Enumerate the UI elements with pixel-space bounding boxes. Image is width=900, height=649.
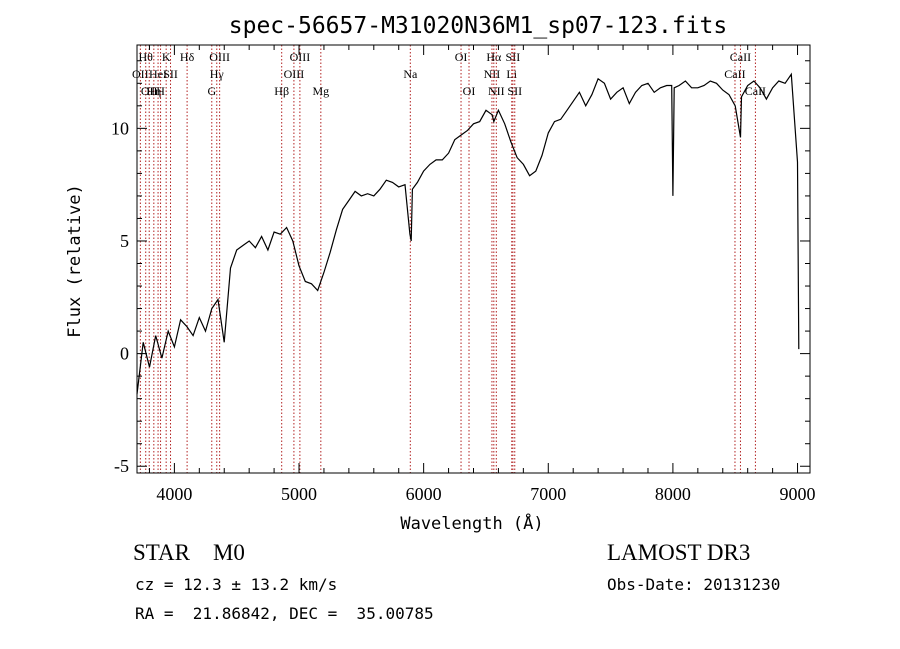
x-tick-label-1: 5000 [281, 484, 317, 504]
marker-label-21: NII [488, 84, 505, 98]
marker-label-17: OI [455, 50, 468, 64]
marker-label-15: Mg [312, 84, 329, 98]
spectrum-series-0 [136, 72, 800, 395]
x-tick-label-0: 4000 [156, 484, 192, 504]
classification-label: STAR M0 [133, 540, 245, 565]
marker-label-20: Hα [486, 50, 502, 64]
marker-label-13: OIII [284, 67, 305, 81]
x-axis-label: Wavelength (Å) [400, 512, 543, 534]
redshift-label: cz = 12.3 ± 13.2 km/s [135, 575, 338, 594]
plot-frame [136, 44, 811, 474]
marker-label-10: Hγ [210, 67, 225, 81]
y-axis-label: Flux (relative) [65, 184, 85, 338]
marker-label-11: OIII [209, 50, 230, 64]
marker-label-23: SII [506, 50, 521, 64]
marker-label-26: CaII [730, 50, 751, 64]
marker-label-5: H [156, 84, 165, 98]
marker-label-1: Hθ [139, 50, 154, 64]
marker-label-19: NII [484, 67, 501, 81]
marker-label-12: Hβ [274, 84, 289, 98]
survey-label: LAMOST DR3 [607, 540, 751, 565]
y-tick-label-1: 0 [120, 344, 129, 364]
marker-label-7: SII [163, 67, 178, 81]
y-tick-label-3: 10 [111, 118, 129, 138]
marker-label-16: Na [403, 67, 418, 81]
marker-label-18: OI [463, 84, 476, 98]
x-tick-label-2: 6000 [406, 484, 442, 504]
obs-date-label: Obs-Date: 20131230 [607, 575, 781, 594]
marker-label-25: CaII [724, 67, 745, 81]
line-markers: OIIHθOIIHηHeIHKSIIHδGHγOIIIHβOIIIOIIIMgN… [132, 45, 766, 473]
spectrum-plot [136, 72, 800, 395]
marker-label-22: Li [506, 67, 517, 81]
marker-label-6: K [162, 50, 171, 64]
y-tick-label-0: -5 [114, 456, 129, 476]
marker-label-24: SII [507, 84, 522, 98]
axis-ticks: 4000 5000 6000 7000 8000 9000 -5 0 5 10 [111, 45, 816, 504]
x-tick-label-5: 9000 [780, 484, 816, 504]
marker-label-4: HeI [149, 67, 167, 81]
marker-label-0: OII [132, 67, 149, 81]
chart-title: spec-56657-M31020N36M1_sp07-123.fits [229, 13, 728, 39]
marker-label-27: CaII [745, 84, 766, 98]
marker-label-8: Hδ [180, 50, 195, 64]
x-tick-label-3: 7000 [530, 484, 566, 504]
y-tick-label-2: 5 [120, 231, 129, 251]
x-tick-label-4: 8000 [655, 484, 691, 504]
marker-label-9: G [207, 84, 216, 98]
marker-label-14: OIII [290, 50, 311, 64]
coordinates-label: RA = 21.86842, DEC = 35.00785 [135, 604, 434, 623]
